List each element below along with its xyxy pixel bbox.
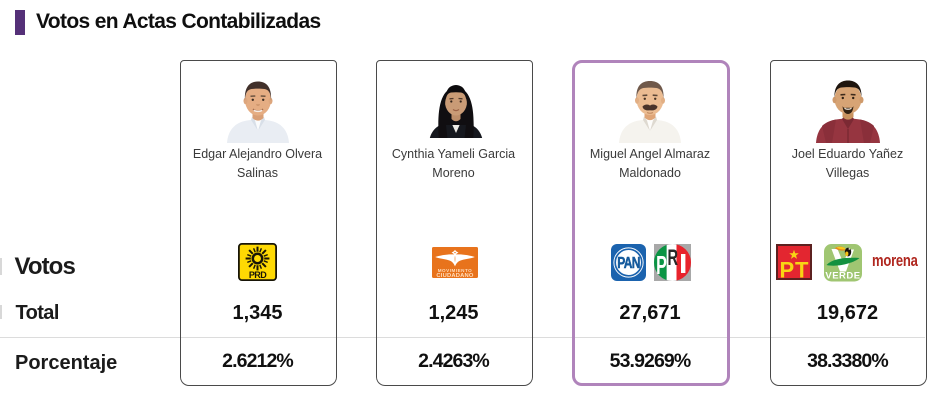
svg-text:PAN: PAN bbox=[617, 253, 640, 271]
svg-text:R: R bbox=[668, 246, 679, 271]
svg-text:MOVIMIENTO: MOVIMIENTO bbox=[437, 268, 472, 273]
svg-text:CIUDADANO: CIUDADANO bbox=[436, 273, 474, 278]
svg-text:T: T bbox=[795, 258, 809, 281]
svg-text:VERDE: VERDE bbox=[825, 270, 860, 281]
svg-text:PRD: PRD bbox=[249, 270, 267, 280]
svg-text:P: P bbox=[779, 258, 794, 281]
svg-text:P: P bbox=[656, 250, 667, 280]
